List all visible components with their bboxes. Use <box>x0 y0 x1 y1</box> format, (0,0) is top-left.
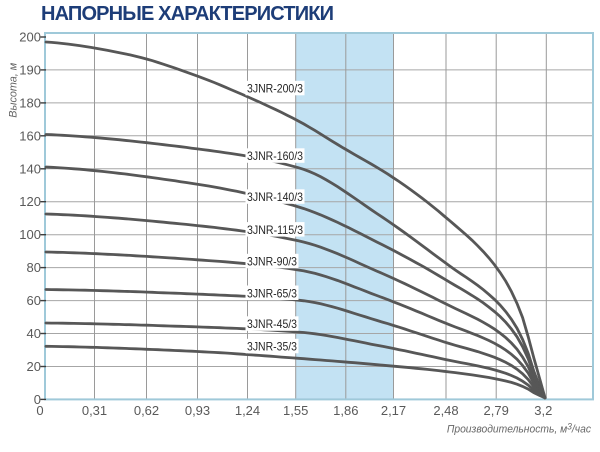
svg-text:0,62: 0,62 <box>134 403 159 418</box>
svg-text:0: 0 <box>36 403 43 418</box>
svg-text:160: 160 <box>19 128 41 143</box>
svg-text:3JNR-45/3: 3JNR-45/3 <box>247 317 297 331</box>
svg-text:80: 80 <box>27 260 41 275</box>
svg-text:3JNR-200/3: 3JNR-200/3 <box>247 82 303 96</box>
svg-text:2,17: 2,17 <box>381 403 406 418</box>
svg-text:60: 60 <box>27 293 41 308</box>
svg-text:2,79: 2,79 <box>484 403 509 418</box>
svg-text:140: 140 <box>19 161 41 176</box>
svg-text:40: 40 <box>27 326 41 341</box>
svg-text:3,2: 3,2 <box>534 403 552 418</box>
svg-text:1,24: 1,24 <box>235 403 260 418</box>
svg-text:180: 180 <box>19 95 41 110</box>
svg-text:0,31: 0,31 <box>82 403 107 418</box>
svg-text:20: 20 <box>27 359 41 374</box>
svg-text:2,48: 2,48 <box>433 403 458 418</box>
svg-text:100: 100 <box>19 227 41 242</box>
svg-text:120: 120 <box>19 194 41 209</box>
svg-text:0: 0 <box>34 392 41 407</box>
svg-text:3JNR-115/3: 3JNR-115/3 <box>247 223 303 237</box>
svg-text:190: 190 <box>19 62 41 77</box>
svg-text:1,55: 1,55 <box>283 403 308 418</box>
svg-text:3JNR-160/3: 3JNR-160/3 <box>247 149 303 163</box>
svg-text:0,93: 0,93 <box>185 403 210 418</box>
svg-text:3JNR-140/3: 3JNR-140/3 <box>247 190 303 204</box>
svg-text:3JNR-35/3: 3JNR-35/3 <box>247 340 297 354</box>
svg-text:3JNR-65/3: 3JNR-65/3 <box>247 286 297 300</box>
svg-text:3JNR-90/3: 3JNR-90/3 <box>247 255 297 269</box>
svg-text:Производительность, м3/час: Производительность, м3/час <box>447 421 592 435</box>
svg-text:1,86: 1,86 <box>333 403 358 418</box>
svg-text:200: 200 <box>19 30 41 45</box>
svg-text:Высота, м: Высота, м <box>8 62 20 117</box>
